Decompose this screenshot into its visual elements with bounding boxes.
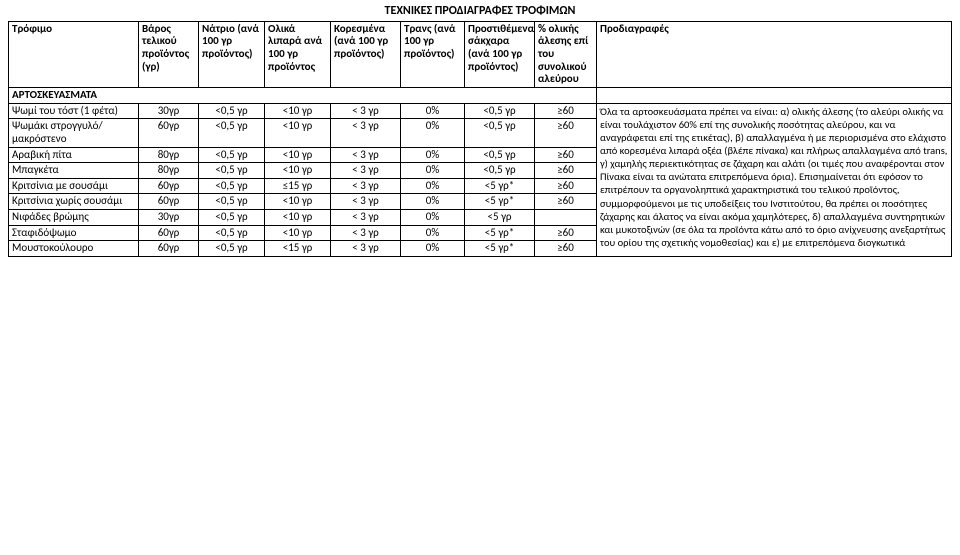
cell-sat: < 3 γρ	[331, 194, 401, 210]
cell-w: 60γρ	[139, 225, 199, 241]
section-row: ΑΡΤΟΣΚΕΥΑΣΜΑΤΑ	[9, 88, 952, 104]
cell-fat: <10 γρ	[265, 103, 331, 119]
cell-w: 80γρ	[139, 147, 199, 163]
cell-flour: ≥60	[535, 194, 597, 210]
cell-name: Νιφάδες βρώμης	[9, 210, 139, 226]
hdr-weight: Βάρος τελικού προϊόντος (γρ)	[139, 21, 199, 87]
cell-trans: 0%	[401, 147, 465, 163]
cell-trans: 0%	[401, 119, 465, 147]
cell-fat: ≤15 γρ	[265, 178, 331, 194]
cell-name: Μπαγκέτα	[9, 163, 139, 179]
hdr-spec: Προδιαγραφές	[597, 21, 952, 87]
cell-sugar: <0,5 γρ	[465, 119, 535, 147]
cell-name: Κριτσίνια χωρίς σουσάμι	[9, 194, 139, 210]
cell-fat: <10 γρ	[265, 210, 331, 226]
cell-flour: ≥60	[535, 241, 597, 257]
cell-sugar: <5 γρ	[465, 210, 535, 226]
cell-sugar: <5 γρ*	[465, 225, 535, 241]
cell-na: <0,5 γρ	[199, 225, 265, 241]
cell-w: 30γρ	[139, 103, 199, 119]
cell-na: <0,5 γρ	[199, 119, 265, 147]
cell-flour	[535, 210, 597, 226]
spec-table: ΤΕΧΝΙΚΕΣ ΠΡΟΔΙΑΓΡΑΦΕΣ ΤΡΟΦΙΜΩΝ Τρόφιμο Β…	[8, 4, 952, 257]
cell-flour: ≥60	[535, 178, 597, 194]
cell-na: <0,5 γρ	[199, 147, 265, 163]
cell-sat: < 3 γρ	[331, 178, 401, 194]
cell-trans: 0%	[401, 194, 465, 210]
cell-sat: < 3 γρ	[331, 225, 401, 241]
cell-fat: <10 γρ	[265, 119, 331, 147]
hdr-sugar: Προστιθέμενα σάκχαρα (ανά 100 γρ προϊόντ…	[465, 21, 535, 87]
cell-sat: < 3 γρ	[331, 210, 401, 226]
hdr-flour: % ολικής άλεσης επί του συνολικού αλεύρο…	[535, 21, 597, 87]
cell-trans: 0%	[401, 163, 465, 179]
cell-sat: < 3 γρ	[331, 163, 401, 179]
cell-w: 60γρ	[139, 119, 199, 147]
hdr-sat: Κορεσμένα (ανά 100 γρ προϊόντος)	[331, 21, 401, 87]
cell-flour: ≥60	[535, 103, 597, 119]
cell-sat: < 3 γρ	[331, 241, 401, 257]
cell-name: Μουστοκούλουρο	[9, 241, 139, 257]
cell-flour: ≥60	[535, 225, 597, 241]
cell-sugar: <5 γρ*	[465, 241, 535, 257]
cell-fat: <10 γρ	[265, 225, 331, 241]
cell-flour: ≥60	[535, 119, 597, 147]
cell-trans: 0%	[401, 241, 465, 257]
cell-trans: 0%	[401, 210, 465, 226]
cell-w: 60γρ	[139, 194, 199, 210]
hdr-fat: Ολικά λιπαρά ανά 100 γρ προϊόντος	[265, 21, 331, 87]
cell-sugar: <5 γρ*	[465, 178, 535, 194]
cell-fat: <10 γρ	[265, 194, 331, 210]
cell-na: <0,5 γρ	[199, 103, 265, 119]
hdr-sodium: Νάτριο (ανά 100 γρ προϊόντος)	[199, 21, 265, 87]
cell-name: Ψωμί του τόστ (1 φέτα)	[9, 103, 139, 119]
cell-name: Κριτσίνια με σουσάμι	[9, 178, 139, 194]
cell-name: Ψωμάκι στρογγυλό/μακρόστενο	[9, 119, 139, 147]
cell-na: <0,5 γρ	[199, 178, 265, 194]
cell-sugar: <0,5 γρ	[465, 147, 535, 163]
table-row: Ψωμί του τόστ (1 φέτα)30γρ<0,5 γρ<10 γρ<…	[9, 103, 952, 119]
cell-w: 60γρ	[139, 241, 199, 257]
cell-fat: <15 γρ	[265, 241, 331, 257]
cell-sugar: <0,5 γρ	[465, 163, 535, 179]
table-title: ΤΕΧΝΙΚΕΣ ΠΡΟΔΙΑΓΡΑΦΕΣ ΤΡΟΦΙΜΩΝ	[9, 4, 952, 21]
cell-flour: ≥60	[535, 163, 597, 179]
cell-sugar: <5 γρ*	[465, 194, 535, 210]
cell-flour: ≥60	[535, 147, 597, 163]
cell-name: Σταφιδόψωμο	[9, 225, 139, 241]
section-label: ΑΡΤΟΣΚΕΥΑΣΜΑΤΑ	[9, 88, 597, 104]
cell-na: <0,5 γρ	[199, 241, 265, 257]
cell-w: 80γρ	[139, 163, 199, 179]
cell-w: 30γρ	[139, 210, 199, 226]
cell-trans: 0%	[401, 103, 465, 119]
cell-name: Αραβική πίτα	[9, 147, 139, 163]
cell-na: <0,5 γρ	[199, 194, 265, 210]
cell-fat: <10 γρ	[265, 147, 331, 163]
cell-na: <0,5 γρ	[199, 210, 265, 226]
cell-sat: < 3 γρ	[331, 103, 401, 119]
hdr-food: Τρόφιμο	[9, 21, 139, 87]
cell-trans: 0%	[401, 178, 465, 194]
cell-na: <0,5 γρ	[199, 163, 265, 179]
hdr-trans: Τρανς (ανά 100 γρ προϊόντος)	[401, 21, 465, 87]
cell-w: 60γρ	[139, 178, 199, 194]
cell-sat: < 3 γρ	[331, 119, 401, 147]
cell-sugar: <0,5 γρ	[465, 103, 535, 119]
header-row: Τρόφιμο Βάρος τελικού προϊόντος (γρ) Νάτ…	[9, 21, 952, 87]
cell-trans: 0%	[401, 225, 465, 241]
cell-sat: < 3 γρ	[331, 147, 401, 163]
spec-text: Όλα τα αρτοσκευάσματα πρέπει να είναι: α…	[597, 103, 952, 256]
cell-fat: <10 γρ	[265, 163, 331, 179]
